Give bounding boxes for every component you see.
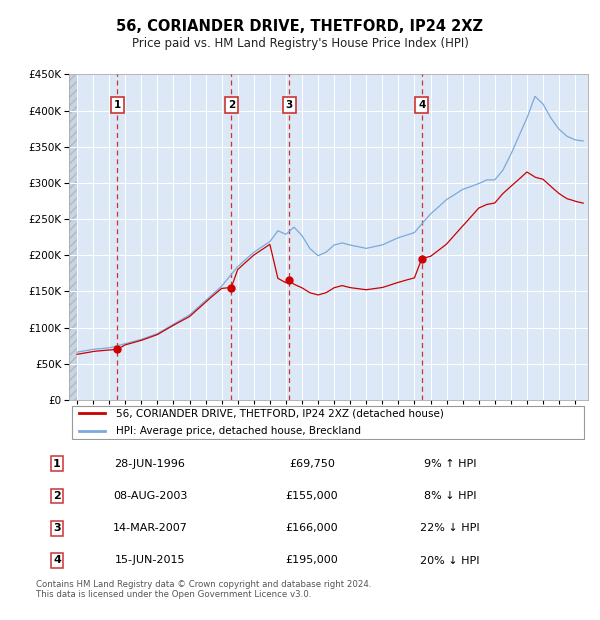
Text: 08-AUG-2003: 08-AUG-2003	[113, 491, 187, 501]
Text: Contains HM Land Registry data © Crown copyright and database right 2024.
This d: Contains HM Land Registry data © Crown c…	[36, 580, 371, 599]
Text: 9% ↑ HPI: 9% ↑ HPI	[424, 459, 476, 469]
Text: 2: 2	[53, 491, 61, 501]
Text: 1: 1	[53, 459, 61, 469]
Text: 56, CORIANDER DRIVE, THETFORD, IP24 2XZ: 56, CORIANDER DRIVE, THETFORD, IP24 2XZ	[116, 19, 484, 34]
Text: 56, CORIANDER DRIVE, THETFORD, IP24 2XZ (detached house): 56, CORIANDER DRIVE, THETFORD, IP24 2XZ …	[116, 408, 443, 419]
Text: 28-JUN-1996: 28-JUN-1996	[115, 459, 185, 469]
Text: 22% ↓ HPI: 22% ↓ HPI	[420, 523, 480, 533]
Text: £155,000: £155,000	[286, 491, 338, 501]
FancyBboxPatch shape	[71, 405, 584, 439]
Text: 20% ↓ HPI: 20% ↓ HPI	[420, 556, 480, 565]
Text: 1: 1	[113, 100, 121, 110]
Text: HPI: Average price, detached house, Breckland: HPI: Average price, detached house, Brec…	[116, 426, 361, 436]
Bar	[69, 74, 77, 400]
Text: 3: 3	[286, 100, 293, 110]
Text: £166,000: £166,000	[286, 523, 338, 533]
Text: 8% ↓ HPI: 8% ↓ HPI	[424, 491, 476, 501]
Text: 15-JUN-2015: 15-JUN-2015	[115, 556, 185, 565]
Text: 4: 4	[418, 100, 425, 110]
Text: 14-MAR-2007: 14-MAR-2007	[113, 523, 187, 533]
Text: 2: 2	[227, 100, 235, 110]
Text: Price paid vs. HM Land Registry's House Price Index (HPI): Price paid vs. HM Land Registry's House …	[131, 37, 469, 50]
Text: £195,000: £195,000	[286, 556, 338, 565]
Text: 4: 4	[53, 556, 61, 565]
Text: £69,750: £69,750	[289, 459, 335, 469]
Text: 3: 3	[53, 523, 61, 533]
